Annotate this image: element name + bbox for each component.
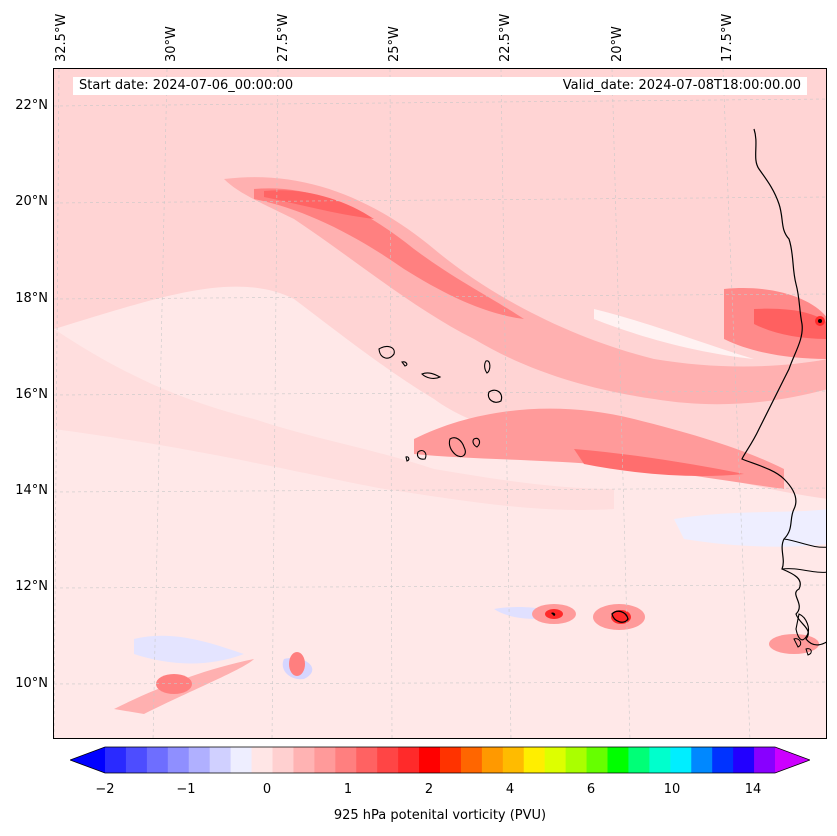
colorbar-segment	[146, 747, 169, 773]
colorbar-graphic	[70, 746, 810, 774]
lon-label-17-5w: 17.5°W	[720, 13, 735, 62]
map-gridlines	[54, 69, 826, 738]
colorbar-segment	[649, 747, 671, 773]
colorbar-segment	[460, 747, 483, 773]
lon-label-20w: 20°W	[610, 26, 625, 62]
colorbar-tick-6: 6	[586, 782, 596, 797]
lat-label-18n: 18°N	[15, 291, 48, 306]
island-boa-vista	[487, 389, 503, 403]
bissagos-islands	[793, 638, 812, 656]
colorbar-segment	[377, 747, 399, 773]
lat-label-14n: 14°N	[15, 483, 48, 498]
map-panel	[53, 68, 827, 739]
colorbar-segment	[398, 747, 420, 773]
colorbar-tick-10: 10	[663, 782, 681, 797]
pv-field-white-stripe	[594, 309, 754, 359]
colorbar-tick-0: 0	[262, 782, 272, 797]
colorbar-arrow-max	[775, 747, 810, 773]
lat-label-12n: 12°N	[15, 579, 48, 594]
pv-field-band-red	[254, 188, 524, 319]
colorbar-tick-14: 14	[744, 782, 762, 797]
colorbar-segment	[356, 747, 378, 773]
colorbar-tick-1: 1	[343, 782, 353, 797]
island-santiago	[448, 437, 466, 458]
valid-date-label: Valid_date: 2024-07-08T18:00:00.00	[543, 77, 807, 95]
pv-field-south-blob	[289, 652, 305, 676]
colorbar-segment	[754, 747, 776, 773]
colorbar	[70, 745, 810, 775]
colorbar-segment	[565, 747, 588, 773]
pv-field-central-belt-core	[574, 449, 744, 476]
pv-field-light-blue-patch	[134, 635, 244, 664]
bissagos-coast-outline	[795, 613, 809, 641]
lon-label-30w: 30°W	[164, 26, 179, 62]
colorbar-segment	[628, 747, 650, 773]
colorbar-segment	[440, 747, 462, 773]
lat-label-10n: 10°N	[15, 676, 48, 691]
colorbar-segment	[670, 747, 692, 773]
colorbar-segment	[502, 747, 525, 773]
colorbar-outline	[70, 746, 810, 774]
island-fogo	[416, 450, 427, 460]
start-date-label: Start date: 2024-07-06_00:00:00	[73, 77, 543, 95]
colorbar-segment	[691, 747, 713, 773]
senegal-river-outline	[781, 538, 826, 573]
colorbar-title: 925 hPa potenital vorticity (PVU)	[333, 808, 547, 823]
lat-label-20n: 20°N	[15, 194, 48, 209]
colorbar-segment	[230, 747, 253, 773]
colorbar-segment	[251, 747, 273, 773]
colorbar-segment	[544, 747, 567, 773]
island-sal	[484, 360, 491, 374]
colorbar-tick-2: 2	[424, 782, 434, 797]
lat-label-16n: 16°N	[15, 387, 48, 402]
colorbar-tick-neg2: −2	[95, 782, 115, 797]
colorbar-segment	[586, 747, 608, 773]
pv-field-coastal-core	[754, 308, 826, 339]
small-contour-feature	[611, 610, 629, 623]
colorbar-segment	[523, 747, 546, 773]
pv-field-band-inner	[264, 190, 374, 219]
island-santo-antao	[378, 345, 395, 359]
colorbar-segment	[607, 747, 629, 773]
island-maio	[472, 437, 481, 448]
colorbar-segment	[733, 747, 755, 773]
pv-field-point-max	[818, 319, 822, 323]
africa-coastline	[741, 128, 826, 646]
map-plot	[54, 69, 826, 738]
colorbar-arrow-min	[70, 747, 105, 773]
lat-label-22n: 22°N	[15, 98, 48, 113]
colorbar-segment	[188, 747, 211, 773]
island-sao-nicolau	[421, 372, 442, 379]
colorbar-segment	[209, 747, 232, 773]
island-sao-vicente	[401, 361, 408, 367]
colorbar-tick-neg1: −1	[176, 782, 196, 797]
lon-label-22-5w: 22.5°W	[498, 13, 513, 62]
island-brava	[405, 456, 410, 462]
colorbar-segment	[314, 747, 336, 773]
colorbar-segment	[335, 747, 357, 773]
lon-label-27-5w: 27.5°W	[276, 13, 291, 62]
pv-field-light-blue-band	[674, 509, 826, 547]
colorbar-segment	[272, 747, 294, 773]
colorbar-tick-4: 4	[505, 782, 515, 797]
pv-field-pink-region	[54, 329, 614, 510]
colorbar-segment	[419, 747, 441, 773]
pv-field-south-blob	[156, 674, 192, 694]
colorbar-segment	[712, 747, 734, 773]
colorbar-segment	[167, 747, 190, 773]
colorbar-segment	[125, 747, 148, 773]
colorbar-segment	[293, 747, 315, 773]
small-contour-feature	[551, 612, 556, 616]
colorbar-segment	[481, 747, 504, 773]
lon-label-32-5w: 32.5°W	[54, 13, 69, 62]
colorbar-segment	[105, 747, 127, 773]
lon-label-25w: 25°W	[387, 26, 402, 62]
